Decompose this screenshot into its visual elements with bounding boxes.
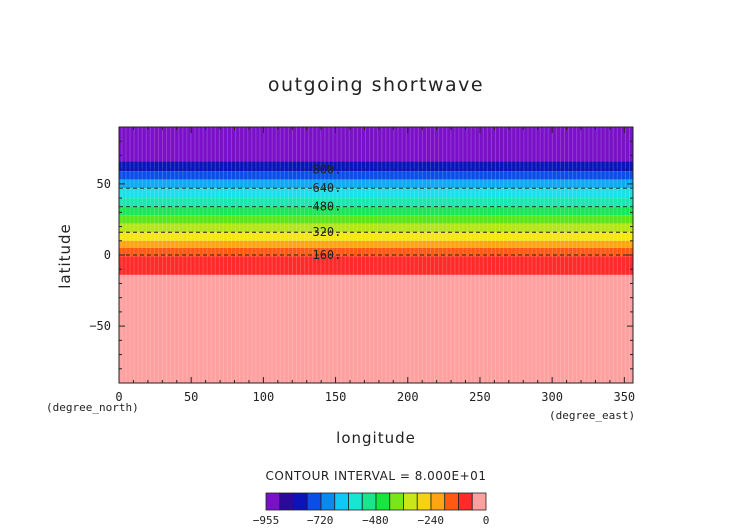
colorbar-swatch — [293, 492, 308, 511]
contour-label-1: 640. — [312, 181, 341, 195]
colorbar-swatch — [430, 492, 446, 511]
contour-interval-label: CONTOUR INTERVAL = 8.000E+01 — [266, 469, 487, 483]
chart-title: outgoing shortwave — [268, 74, 484, 96]
contour-label-0: 800. — [312, 163, 341, 177]
colorbar-swatch — [458, 492, 473, 511]
colorbar-swatch — [403, 492, 418, 511]
colorbar-tick-label: −955 — [253, 514, 280, 527]
heatmap-band-11 — [119, 247, 633, 257]
heatmap-band-1 — [119, 161, 633, 172]
colorbar-swatch — [471, 492, 487, 511]
y-tick-label: −50 — [89, 319, 111, 333]
colorbar-tick-label: −480 — [362, 514, 389, 527]
heatmap-band-6 — [119, 206, 633, 216]
heatmap-band-10 — [119, 240, 633, 248]
y-axis: 50 0 −50 — [89, 126, 633, 384]
plot-area: 800. 640. 480. 320. 160. — [118, 126, 634, 384]
heatmap-band-2 — [119, 171, 633, 180]
colorbar-swatch — [361, 492, 377, 511]
heatmap-band-12 — [119, 256, 633, 275]
colorbar-swatch — [265, 492, 281, 511]
colorbar-swatch — [279, 492, 294, 511]
colorbar-swatch — [334, 492, 349, 511]
y-unit-label: (degree_north) — [46, 401, 139, 414]
colorbar-tick-label: 0 — [483, 514, 490, 527]
heatmap-band-4 — [119, 188, 633, 199]
colorbar-swatch — [348, 492, 363, 511]
colorbar-swatch — [416, 492, 432, 511]
x-tick-label: 350 — [613, 390, 635, 404]
y-tick-label: 50 — [97, 177, 111, 191]
x-tick-label: 150 — [325, 390, 347, 404]
contour-label-2: 480. — [312, 200, 341, 214]
heatmap-band-5 — [119, 198, 633, 207]
heatmap-band-7 — [119, 215, 633, 224]
colorbar-swatch — [375, 492, 391, 511]
x-tick-label: 100 — [253, 390, 275, 404]
x-tick-label: 300 — [541, 390, 563, 404]
colorbar-tick-label: −720 — [307, 514, 334, 527]
colorbar-swatch — [444, 492, 459, 511]
heatmap-band-3 — [119, 179, 633, 189]
heatmap-band-13 — [119, 274, 633, 383]
heatmap-bands — [119, 127, 633, 383]
x-tick-label: 50 — [184, 390, 198, 404]
heatmap-band-0 — [119, 127, 633, 162]
heatmap-band-8 — [119, 223, 633, 233]
x-axis-label: longitude — [336, 429, 416, 447]
x-tick-label: 0 — [115, 390, 122, 404]
colorbar-swatch — [389, 492, 404, 511]
x-tick-label: 250 — [469, 390, 491, 404]
x-tick-label: 200 — [397, 390, 419, 404]
heatmap-band-9 — [119, 232, 633, 241]
y-axis-label: latitude — [56, 223, 74, 289]
contour-label-4: 160. — [312, 248, 341, 262]
colorbar: −955 −720 −480 −240 0 — [253, 492, 490, 527]
x-unit-label: (degree_east) — [549, 409, 635, 422]
contour-lines: 800. 640. 480. 320. 160. — [119, 163, 633, 262]
x-axis: 0 50 100 150 200 250 300 350 — [115, 127, 635, 404]
contour-label-3: 320. — [312, 225, 341, 239]
y-tick-label: 0 — [104, 248, 111, 262]
colorbar-swatch — [306, 492, 322, 511]
colorbar-tick-label: −240 — [417, 514, 444, 527]
colorbar-swatch — [320, 492, 336, 511]
